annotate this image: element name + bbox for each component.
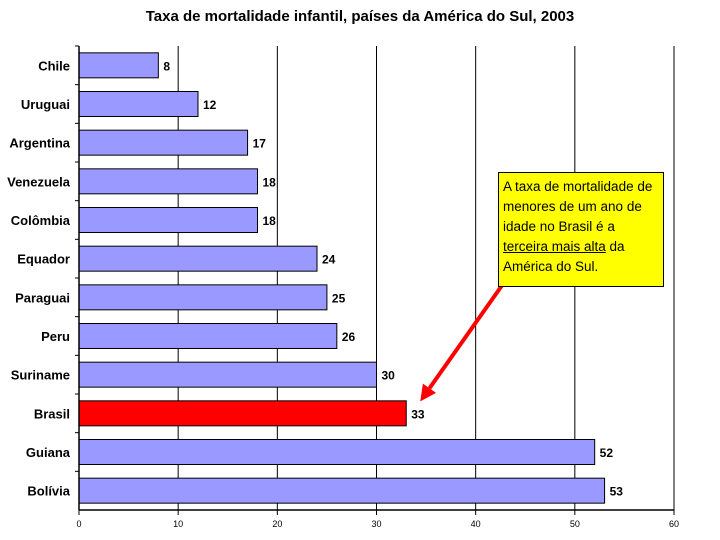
x-tick-label-60: 60	[669, 519, 679, 529]
value-label-Uruguai: 12	[203, 98, 217, 112]
value-label-Peru: 26	[342, 330, 356, 344]
x-tick-label-30: 30	[371, 519, 381, 529]
category-label-Argentina: Argentina	[9, 136, 70, 151]
category-label-Colômbia: Colômbia	[11, 213, 71, 228]
category-label-Equador: Equador	[17, 252, 70, 267]
value-label-Paraguai: 25	[332, 291, 346, 305]
bar-Equador	[78, 245, 318, 272]
x-tick-label-10: 10	[173, 519, 183, 529]
bar-Chile	[78, 52, 159, 79]
category-label-Brasil: Brasil	[34, 406, 70, 421]
arrow-head	[420, 383, 437, 402]
chart-title: Taxa de mortalidade infantil, países da …	[145, 8, 575, 25]
value-label-Argentina: 17	[253, 137, 267, 151]
bar-Peru	[78, 323, 338, 349]
bar-Colômbia	[78, 207, 258, 233]
callout-text-underlined: terceira mais alta	[503, 239, 606, 254]
value-label-Bolívia: 53	[610, 485, 624, 499]
bar-Brasil	[78, 400, 407, 427]
bar-Argentina	[78, 129, 249, 156]
value-label-Chile: 8	[163, 59, 170, 73]
labels: Chile 8 Uruguai 12 Argentina 17 Venezuela 18 Col…	[7, 58, 623, 498]
annotation-callout: A taxa de mortalidade de menores de um a…	[498, 172, 664, 287]
value-label-Colômbia: 18	[263, 214, 277, 228]
value-label-Brasil: 33	[411, 407, 425, 421]
axes: 0 10 20 30 40 50 60	[75, 45, 679, 529]
value-label-Guiana: 52	[600, 446, 614, 460]
x-tick-label-0: 0	[76, 519, 81, 529]
bar-Paraguai	[78, 284, 328, 311]
bar-Bolívia	[78, 477, 606, 504]
callout-text-end: da América do Sul.	[503, 239, 625, 274]
bars	[78, 52, 606, 504]
category-label-Bolívia: Bolívia	[27, 484, 70, 499]
category-label-Suriname: Suriname	[11, 368, 70, 383]
category-label-Peru: Peru	[41, 329, 70, 344]
category-label-Venezuela: Venezuela	[7, 174, 71, 189]
category-label-Paraguai: Paraguai	[15, 290, 70, 305]
x-tick-label-50: 50	[570, 519, 580, 529]
value-label-Equador: 24	[322, 253, 336, 267]
category-label-Chile: Chile	[38, 58, 70, 73]
bar-Uruguai	[78, 91, 199, 117]
arrow	[420, 282, 505, 402]
value-label-Suriname: 30	[382, 369, 396, 383]
bar-Guiana	[78, 439, 596, 465]
category-label-Uruguai: Uruguai	[21, 97, 70, 112]
x-tick-label-20: 20	[272, 519, 282, 529]
category-label-Guiana: Guiana	[26, 445, 71, 460]
bar-Venezuela	[78, 168, 258, 195]
arrow-shaft	[427, 282, 505, 390]
callout-text-start: A taxa de mortalidade de menores de um a…	[503, 179, 653, 234]
x-tick-label-40: 40	[471, 519, 481, 529]
value-label-Venezuela: 18	[263, 175, 277, 189]
bar-Suriname	[78, 361, 377, 388]
